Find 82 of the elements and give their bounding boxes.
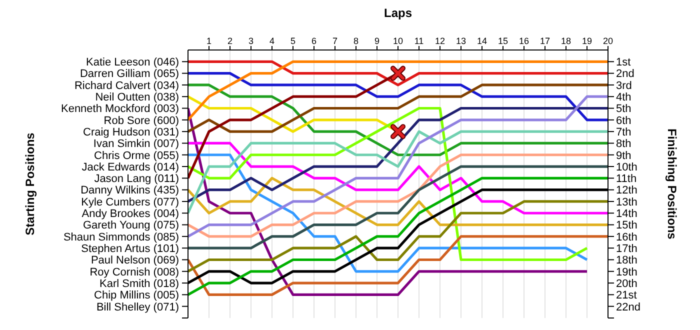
y-tick-label: 2nd [616, 68, 634, 80]
x-tick-label: 10 [392, 36, 404, 46]
y-tick-label: 5th [616, 103, 632, 116]
line-series [188, 106, 608, 203]
text: Chris Orme (055) [94, 150, 179, 162]
y-tick-label: 17th [616, 242, 638, 255]
y-tick-label: 4th [616, 92, 632, 104]
text: Paul Nelson (069) [90, 254, 179, 267]
text: Danny Wilkins (435) [80, 184, 179, 197]
text: Gareth Young (075) [82, 220, 179, 232]
y-tick-label: 8th [616, 138, 632, 150]
text: Kyle Cumbers (077) [81, 196, 179, 208]
line-series [188, 84, 608, 133]
x-tick-label: 5 [290, 36, 296, 46]
text: Katie Leeson (046) [86, 56, 179, 69]
text: Stephen Artus (101) [81, 242, 179, 255]
text: Richard Calvert (034) [74, 80, 179, 92]
x-tick-label: 14 [476, 36, 488, 46]
x-tick-label: 9 [374, 36, 380, 46]
text: Kenneth Mockford (003) [60, 103, 179, 116]
y-tick-label: 14th [616, 208, 638, 220]
x-tick-label: 7 [332, 36, 338, 46]
x-tick-label: 19 [582, 36, 592, 46]
x-tick-label: 11 [414, 36, 424, 46]
line-series [188, 106, 588, 262]
y-tick-label: 22nd [616, 301, 640, 314]
y-tick-label: 10th [616, 161, 638, 174]
y-tick-label: 18th [616, 254, 638, 267]
x-tick-label: 16 [518, 36, 530, 46]
line-series [188, 154, 608, 238]
x-tick-label: 6 [311, 36, 317, 46]
y-tick-label: 21st [616, 290, 637, 302]
text: Roy Cornish (008) [90, 266, 179, 278]
x-tick-label: 15 [498, 36, 508, 46]
text: Chip Millins (005) [94, 290, 179, 302]
y-tick-label: 9th [616, 150, 632, 162]
text: Neil Outten (038) [95, 92, 179, 104]
x-tick-label: 3 [248, 36, 254, 46]
text: Starting Positions [23, 132, 37, 236]
text: Ivan Simkin (007) [93, 138, 179, 150]
y-tick-label: 1st [616, 56, 631, 69]
x-tick-label: 4 [269, 36, 275, 46]
y-tick-label: 20th [616, 278, 638, 290]
line-series [188, 176, 608, 296]
text: Andy Brookes (004) [82, 208, 179, 220]
x-tick-label: 2 [227, 36, 233, 46]
line-series [188, 176, 608, 226]
line-series [188, 165, 608, 250]
line-series [188, 154, 588, 273]
y-axis-title: Finishing Positions [665, 128, 679, 240]
text: Craig Hudson (031) [83, 126, 179, 138]
x-tick-label: 1 [206, 36, 212, 46]
line-series [188, 84, 608, 156]
text: Shaun Simmonds (085) [63, 231, 179, 244]
text: Karl Smith (018) [100, 278, 179, 290]
y-tick-label: 19th [616, 266, 638, 278]
line-series [188, 200, 608, 273]
text: Bill Shelley (071) [96, 301, 179, 314]
x-tick-label: 12 [434, 36, 446, 46]
line-series [188, 72, 608, 122]
x-tick-label: 8 [353, 36, 359, 46]
x-tick-label: 20 [602, 36, 614, 46]
x-tick-label: 17 [540, 36, 550, 46]
line-series [188, 60, 608, 122]
y-tick-label: 15th [616, 220, 638, 232]
text: Jason Lang (011) [94, 173, 179, 186]
y-tick-label: 11th [616, 173, 637, 186]
y-tick-label: 6th [616, 114, 632, 127]
text: Jack Edwards (014) [82, 161, 179, 174]
x-axis-title: Laps [382, 6, 413, 20]
text: Darren Gilliam (065) [80, 68, 179, 80]
x-tick-label: 13 [456, 36, 466, 46]
y-tick-label: 7th [616, 126, 632, 138]
x-tick-label: 18 [560, 36, 572, 46]
y-tick-label: 12th [616, 184, 638, 197]
y-tick-label: 3rd [616, 80, 632, 92]
line-series [188, 95, 608, 238]
y-tick-label: 16th [616, 231, 638, 244]
line-series [188, 106, 588, 296]
y-tick-label: 13th [616, 196, 638, 208]
text: Rob Sore (600) [104, 114, 179, 127]
line-series [188, 235, 608, 296]
